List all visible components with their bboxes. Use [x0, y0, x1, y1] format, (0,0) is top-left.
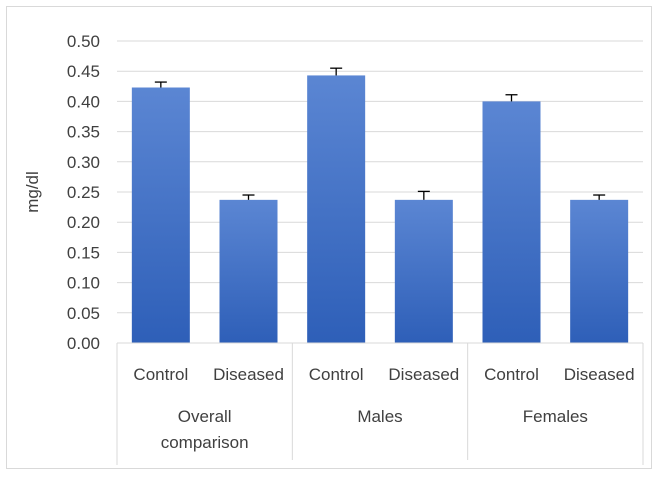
y-tick-label: 0.40 — [67, 92, 100, 111]
y-tick-label: 0.00 — [67, 334, 100, 353]
y-axis-title: mg/dl — [23, 171, 42, 213]
y-tick-label: 0.05 — [67, 304, 100, 323]
y-tick-label: 0.30 — [67, 153, 100, 172]
bar — [132, 88, 190, 343]
bars — [132, 75, 628, 343]
x-group-label: Overall — [178, 407, 232, 426]
x-category-label: Diseased — [213, 365, 284, 384]
y-tick-label: 0.35 — [67, 123, 100, 142]
x-category-label: Control — [133, 365, 188, 384]
bar — [220, 200, 278, 343]
y-tick-label: 0.45 — [67, 62, 100, 81]
x-group-label: comparison — [161, 433, 249, 452]
x-category-label: Control — [484, 365, 539, 384]
bar — [570, 200, 628, 343]
x-category-label: Control — [309, 365, 364, 384]
bar — [483, 101, 541, 343]
gridlines — [117, 41, 643, 343]
x-axis: Control Diseased Overall comparison Control D… — [117, 343, 643, 465]
y-tick-label: 0.25 — [67, 183, 100, 202]
y-tick-label: 0.10 — [67, 274, 100, 293]
x-category-label: Diseased — [564, 365, 635, 384]
x-group-label: Males — [357, 407, 402, 426]
bar — [395, 200, 453, 343]
x-category-label: Diseased — [388, 365, 459, 384]
y-tick-label: 0.15 — [67, 243, 100, 262]
x-group-label: Females — [523, 407, 588, 426]
y-tick-label: 0.50 — [67, 32, 100, 51]
bar — [307, 75, 365, 343]
y-tick-label: 0.20 — [67, 213, 100, 232]
y-tick-labels: 0.00 0.05 0.10 0.15 0.20 0.25 0.30 0.35 0.40 0.45… — [67, 32, 100, 353]
